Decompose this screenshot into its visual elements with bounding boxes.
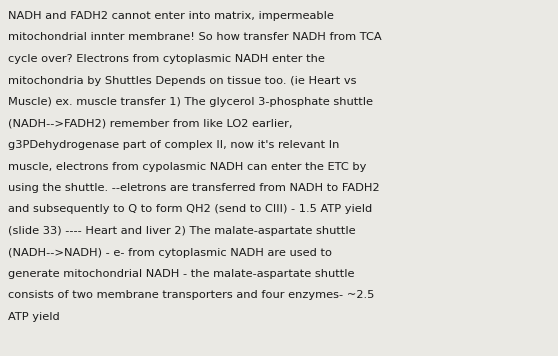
Text: g3PDehydrogenase part of complex II, now it's relevant In: g3PDehydrogenase part of complex II, now…	[8, 140, 339, 150]
Text: cycle over? Electrons from cytoplasmic NADH enter the: cycle over? Electrons from cytoplasmic N…	[8, 54, 325, 64]
Text: mitochondrial innter membrane! So how transfer NADH from TCA: mitochondrial innter membrane! So how tr…	[8, 32, 382, 42]
Text: and subsequently to Q to form QH2 (send to CIII) - 1.5 ATP yield: and subsequently to Q to form QH2 (send …	[8, 204, 372, 215]
Text: (NADH-->FADH2) remember from like LO2 earlier,: (NADH-->FADH2) remember from like LO2 ea…	[8, 119, 292, 129]
Text: mitochondria by Shuttles Depends on tissue too. (ie Heart vs: mitochondria by Shuttles Depends on tiss…	[8, 75, 357, 85]
Text: consists of two membrane transporters and four enzymes- ~2.5: consists of two membrane transporters an…	[8, 290, 374, 300]
Text: ATP yield: ATP yield	[8, 312, 60, 322]
Text: using the shuttle. --eletrons are transferred from NADH to FADH2: using the shuttle. --eletrons are transf…	[8, 183, 379, 193]
Text: muscle, electrons from cypolasmic NADH can enter the ETC by: muscle, electrons from cypolasmic NADH c…	[8, 162, 367, 172]
Text: (slide 33) ---- Heart and liver 2) The malate-aspartate shuttle: (slide 33) ---- Heart and liver 2) The m…	[8, 226, 355, 236]
Text: NADH and FADH2 cannot enter into matrix, impermeable: NADH and FADH2 cannot enter into matrix,…	[8, 11, 334, 21]
Text: (NADH-->NADH) - e- from cytoplasmic NADH are used to: (NADH-->NADH) - e- from cytoplasmic NADH…	[8, 247, 332, 257]
Text: Muscle) ex. muscle transfer 1) The glycerol 3-phosphate shuttle: Muscle) ex. muscle transfer 1) The glyce…	[8, 97, 373, 107]
Text: generate mitochondrial NADH - the malate-aspartate shuttle: generate mitochondrial NADH - the malate…	[8, 269, 354, 279]
